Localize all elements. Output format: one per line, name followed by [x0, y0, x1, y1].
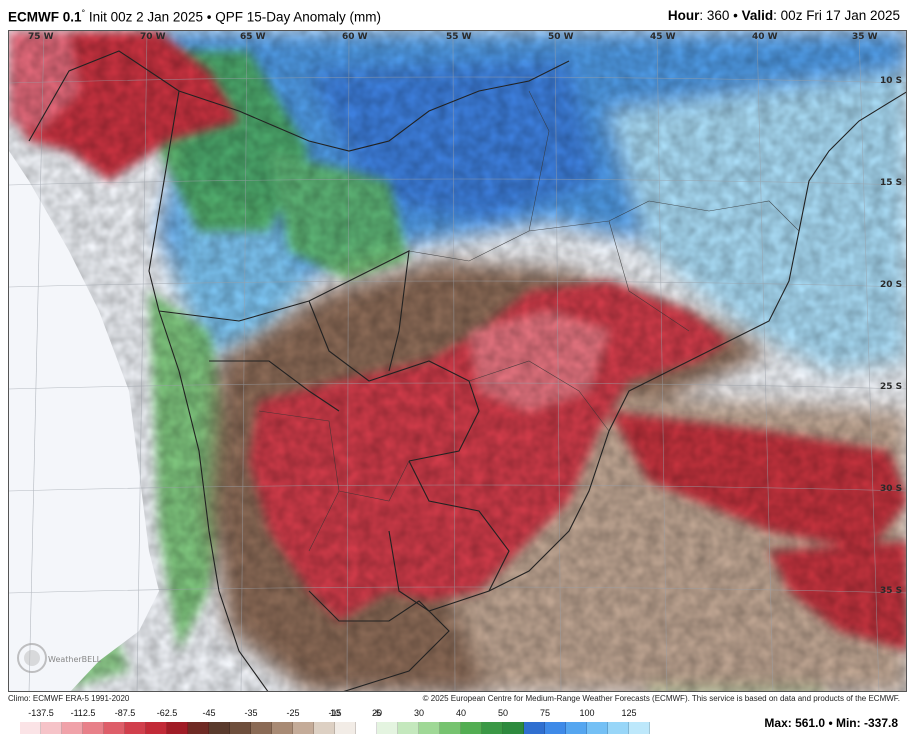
colorbar-swatch — [251, 722, 272, 734]
model-name: ECMWF 0.1 — [8, 9, 82, 25]
lon-label-65w: 65 W — [240, 32, 266, 42]
colorbar-tick-label: -5 — [372, 708, 382, 718]
header-bar: ECMWF 0.1° Init 00z 2 Jan 2025 • QPF 15-… — [0, 0, 914, 30]
colorbar-tick-label: -45 — [202, 708, 216, 718]
colorbar-tick-label: -25 — [286, 708, 300, 718]
colorbar-tick-label: 100 — [579, 708, 595, 718]
lat-label-35s: 35 S — [880, 586, 903, 596]
valid-label: Valid — [741, 8, 774, 23]
colorbar-tick-label: 10 — [329, 708, 341, 718]
colorbar-swatch — [482, 722, 503, 734]
colorbar-swatch — [503, 722, 524, 734]
lon-label-50w: 50 W — [548, 32, 574, 42]
colorbar-swatch — [608, 722, 629, 734]
hour-value: : 360 • — [699, 8, 742, 23]
init-text: Init 00z 2 Jan 2025 • QPF 15-Day Anomaly… — [85, 9, 381, 25]
country-borders — [28, 50, 906, 691]
colorbar-swatch — [209, 722, 230, 734]
map-canvas — [9, 31, 906, 691]
weatherbell-logo: WeatherBELL — [12, 640, 102, 676]
colorbar-swatch — [62, 722, 83, 734]
lat-label-20s: 20 S — [880, 280, 903, 290]
colorbar-tick-label: 20 — [371, 708, 383, 718]
colorbar-tick-label: 125 — [621, 708, 637, 718]
colorbar-tick-label: -112.5 — [70, 708, 96, 718]
lon-label-55w: 55 W — [446, 32, 472, 42]
colorbar-swatch — [335, 722, 356, 734]
valid-time: Hour: 360 • Valid: 00z Fri 17 Jan 2025 — [668, 8, 900, 23]
colorbar-swatch — [587, 722, 608, 734]
hour-label: Hour — [667, 8, 700, 23]
colorbar-swatch — [293, 722, 314, 734]
lat-label-15s: 15 S — [880, 178, 903, 188]
colorbar-tick-label: 30 — [413, 708, 425, 718]
field-texture — [9, 31, 906, 691]
colorbar-tick-label: 75 — [539, 708, 551, 718]
colorbar-swatch — [566, 722, 587, 734]
lat-label-30s: 30 S — [880, 484, 903, 494]
colorbar-tick-label: -87.5 — [114, 708, 136, 718]
lon-label-35w: 35 W — [852, 32, 878, 42]
lon-label-45w: 45 W — [650, 32, 676, 42]
colorbar-tick-label: -62.5 — [156, 708, 178, 718]
anomaly-map[interactable] — [8, 30, 907, 692]
copyright-credit: © 2025 European Centre for Medium-Range … — [422, 694, 900, 703]
colorbar-swatch — [377, 722, 398, 734]
colorbar-swatch — [41, 722, 62, 734]
climo-credit: Climo: ECMWF ERA-5 1991-2020 — [8, 694, 130, 703]
colorbar-swatch — [398, 722, 419, 734]
lat-label-25s: 25 S — [880, 382, 903, 392]
lon-label-40w: 40 W — [752, 32, 778, 42]
colorbar-swatch — [461, 722, 482, 734]
lon-label-75w: 75 W — [28, 32, 54, 42]
map-title: ECMWF 0.1° Init 00z 2 Jan 2025 • QPF 15-… — [8, 8, 381, 25]
colorbar-swatch — [230, 722, 251, 734]
colorbar-swatch — [356, 722, 377, 734]
colorbar-tick-label: 40 — [455, 708, 467, 718]
colorbar-tick-label: 50 — [497, 708, 509, 718]
colorbar-swatch — [20, 722, 41, 734]
colorbar-swatch — [125, 722, 146, 734]
colorbar-swatch — [272, 722, 293, 734]
colorbar-swatch — [629, 722, 650, 734]
max-min-readout: Max: 561.0 • Min: -337.8 — [764, 716, 898, 730]
degree-mark: ° — [81, 8, 86, 18]
colorbar-swatch — [524, 722, 545, 734]
colorbar-swatch — [188, 722, 209, 734]
colorbar-swatch — [314, 722, 335, 734]
lat-label-10s: 10 S — [880, 76, 903, 86]
colorbar-swatch — [104, 722, 125, 734]
colorbar-tick-label: -35 — [244, 708, 258, 718]
graticule — [9, 31, 906, 691]
valid-value: : 00z Fri 17 Jan 2025 — [773, 8, 900, 23]
colorbar-tick-label: -137.5 — [28, 708, 54, 718]
lon-label-60w: 60 W — [342, 32, 368, 42]
colorbar-swatch — [83, 722, 104, 734]
colorbar-swatch — [440, 722, 461, 734]
colorbar-swatch — [167, 722, 188, 734]
colorbar-swatch — [419, 722, 440, 734]
logo-text: WeatherBELL — [48, 655, 102, 664]
colorbar-tick-label: -15 — [328, 708, 342, 718]
lon-label-70w: 70 W — [140, 32, 166, 42]
colorbar — [20, 722, 650, 734]
colorbar-ticks: -137.5 -112.5 -87.5 -62.5 -45 -35 -25 -15 -5 10 20… — [0, 708, 914, 720]
state-borders — [258, 90, 800, 552]
colorbar-swatch — [146, 722, 167, 734]
colorbar-swatch — [545, 722, 566, 734]
